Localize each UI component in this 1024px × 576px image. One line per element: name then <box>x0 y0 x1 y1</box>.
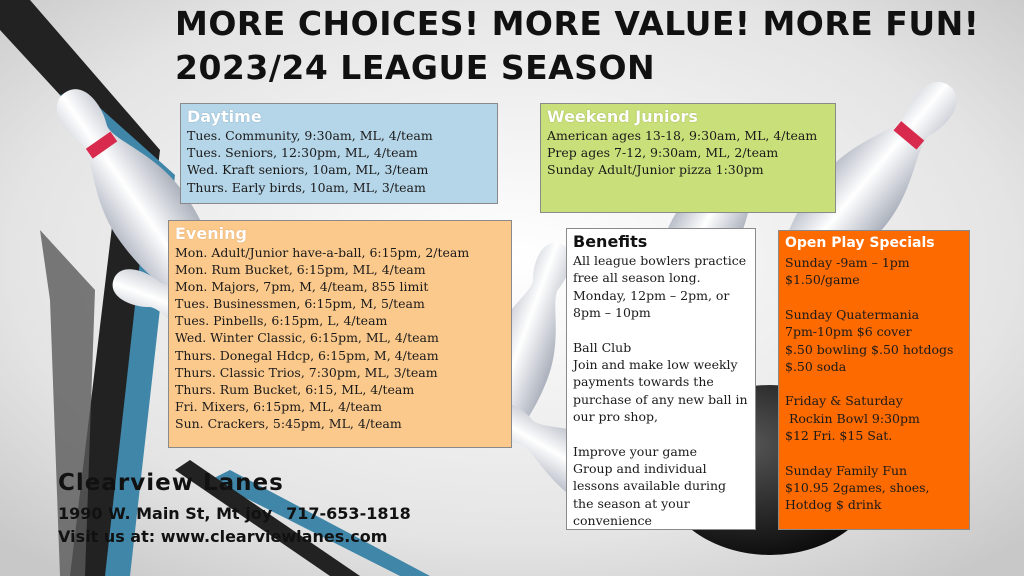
evening-title: Evening <box>175 224 247 243</box>
list-item: Mon. Rum Bucket, 6:15pm, ML, 4/team <box>175 262 426 278</box>
family-line: Hotdog $ drink <box>785 497 882 513</box>
headline-line-1: MORE CHOICES! MORE VALUE! MORE FUN! <box>175 4 980 43</box>
list-item: Thurs. Donegal Hdcp, 6:15pm, M, 4/team <box>175 347 439 363</box>
list-item: Wed. Winter Classic, 6:15pm, ML, 4/team <box>175 330 439 346</box>
evening-leagues-box: Evening Mon. Adult/Junior have-a-ball, 6… <box>168 220 512 448</box>
phone[interactable]: 717-653-1818 <box>286 504 411 523</box>
benefits-practice: All league bowlers practice free all sea… <box>573 253 747 321</box>
list-item: Mon. Majors, 7pm, M, 4/team, 855 limit <box>175 279 429 295</box>
family-title: Sunday Family Fun <box>785 462 908 478</box>
friday-title: Friday & Saturday <box>785 393 903 409</box>
improve-text: Group and individual lessons available d… <box>573 461 727 529</box>
list-item: Tues. Businessmen, 6:15pm, M, 5/team <box>175 296 425 312</box>
list-item: Mon. Adult/Junior have-a-ball, 6:15pm, 2… <box>175 245 470 260</box>
list-item: Wed. Kraft seniors, 10am, ML, 3/team <box>187 162 429 178</box>
weekend-title: Weekend Juniors <box>547 107 698 126</box>
list-item: Sun. Crackers, 5:45pm, ML, 4/team <box>175 415 402 431</box>
daytime-leagues-box: Daytime Tues. Community, 9:30am, ML, 4/t… <box>180 103 498 204</box>
headline-line-2: 2023/24 LEAGUE SEASON <box>175 48 656 87</box>
list-item: Thurs. Rum Bucket, 6:15, ML, 4/team <box>175 381 415 397</box>
ball-club-text: Join and make low weekly payments toward… <box>573 357 748 425</box>
improve-title: Improve your game <box>573 443 698 459</box>
address: 1990 W. Main St, Mt joy <box>58 504 273 523</box>
family-line: $10.95 2games, shoes, <box>785 480 930 496</box>
benefits-box: Benefits All league bowlers practice fre… <box>566 228 756 530</box>
list-item: American ages 13-18, 9:30am, ML, 4/team <box>547 128 818 143</box>
weekend-juniors-box: Weekend Juniors American ages 13-18, 9:3… <box>540 103 836 213</box>
benefits-title: Benefits <box>573 232 648 251</box>
list-item: Thurs. Classic Trios, 7:30pm, ML, 3/team <box>175 364 438 380</box>
list-item: Fri. Mixers, 6:15pm, ML, 4/team <box>175 398 382 414</box>
friday-line: Rockin Bowl 9:30pm <box>789 410 920 426</box>
list-item: Tues. Community, 9:30am, ML, 4/team <box>187 128 433 143</box>
sunday-price: $1.50/game <box>785 272 860 288</box>
ball-club-title: Ball Club <box>573 339 632 355</box>
website-link[interactable]: Visit us at: www.clearviewlanes.com <box>58 527 388 546</box>
list-item: Sunday Adult/Junior pizza 1:30pm <box>547 162 764 178</box>
list-item: Tues. Pinbells, 6:15pm, L, 4/team <box>175 313 388 329</box>
list-item: Prep ages 7-12, 9:30am, ML, 2/team <box>547 145 779 161</box>
address-line: 1990 W. Main St, Mt joy 717-653-1818 <box>58 504 411 523</box>
quatermania-line: 7pm-10pm $6 cover <box>785 324 912 340</box>
quatermania-line: $.50 bowling $.50 hotdogs <box>785 341 954 357</box>
quatermania-title: Sunday Quatermania <box>785 306 920 322</box>
quatermania-line: $.50 soda <box>785 359 847 375</box>
list-item: Tues. Seniors, 12:30pm, ML, 4/team <box>187 145 418 161</box>
openplay-title: Open Play Specials <box>785 235 935 251</box>
business-name: Clearview Lanes <box>58 470 284 496</box>
open-play-specials-box: Open Play Specials Sunday -9am – 1pm $1.… <box>778 230 970 530</box>
friday-line: $12 Fri. $15 Sat. <box>785 428 893 444</box>
daytime-title: Daytime <box>187 107 262 126</box>
list-item: Thurs. Early birds, 10am, ML, 3/team <box>187 179 426 195</box>
sunday-time: Sunday -9am – 1pm <box>785 255 910 270</box>
